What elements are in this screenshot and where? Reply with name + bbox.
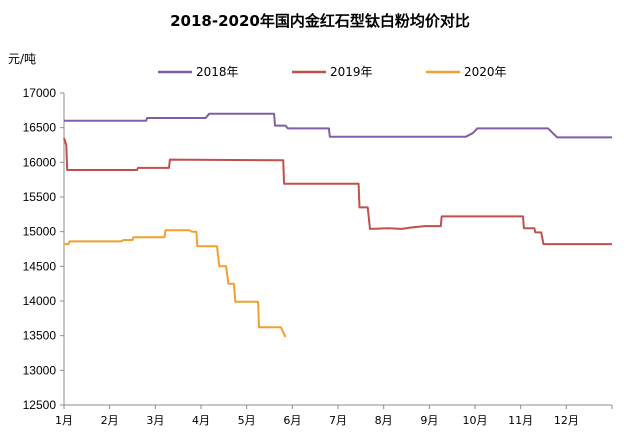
legend-label: 2019年 xyxy=(330,65,373,79)
x-tick-label: 3月 xyxy=(146,414,164,427)
series-line-2019年 xyxy=(63,137,612,246)
x-tick-label: 10月 xyxy=(463,414,488,427)
series-layer xyxy=(63,112,612,338)
y-tick-label: 16500 xyxy=(23,121,57,135)
legend: 2018年 2019年 2020年 xyxy=(158,65,507,79)
legend-label: 2020年 xyxy=(464,65,507,79)
x-tick-label: 6月 xyxy=(283,414,301,427)
y-tick-label: 14500 xyxy=(23,259,57,273)
x-tick-label: 11月 xyxy=(508,414,533,427)
x-tick-label: 8月 xyxy=(375,414,393,427)
x-tick-label: 1月 xyxy=(55,414,73,427)
y-tick-label: 14000 xyxy=(23,294,57,308)
legend-label: 2018年 xyxy=(196,65,239,79)
y-tick-label: 17000 xyxy=(23,86,57,100)
y-tick-label: 15000 xyxy=(23,225,57,239)
y-axis-unit-label: 元/吨 xyxy=(8,52,36,66)
y-tick-label: 12500 xyxy=(23,398,57,412)
x-tick-label: 7月 xyxy=(329,414,347,427)
x-tick-label: 5月 xyxy=(238,414,256,427)
y-tick-label: 15500 xyxy=(23,190,57,204)
y-axis: 12500 13000 13500 14000 14500 15000 15500 16000… xyxy=(23,86,65,412)
x-axis: 1月 2月 3月 4月 5月 6月 7月 8月 9月 10月 11月 12月 xyxy=(55,404,613,427)
y-tick-label: 13500 xyxy=(23,329,57,343)
series-line-2018年 xyxy=(64,112,612,139)
y-tick-label: 13000 xyxy=(23,363,57,377)
x-tick-label: 12月 xyxy=(554,414,579,427)
chart-title: 2018-2020年国内金红石型钛白粉均价对比 xyxy=(170,12,470,30)
x-tick-label: 9月 xyxy=(420,414,438,427)
series-line-2020年 xyxy=(64,229,287,338)
x-tick-label: 2月 xyxy=(101,414,119,427)
x-tick-label: 4月 xyxy=(192,414,210,427)
y-tick-label: 16000 xyxy=(23,155,57,169)
